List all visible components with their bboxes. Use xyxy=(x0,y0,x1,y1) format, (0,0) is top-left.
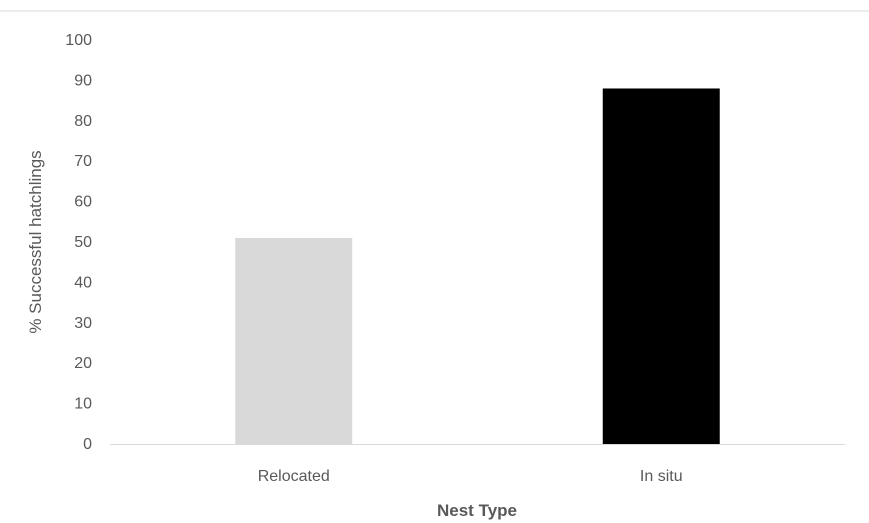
x-axis-tick-labels: Relocated In situ xyxy=(258,468,683,485)
y-tick-label: 10 xyxy=(74,396,92,413)
y-axis-title: % Successful hatchlings xyxy=(26,150,45,333)
y-tick-label: 70 xyxy=(74,153,92,170)
y-axis-ticks: 0 10 20 30 40 50 60 70 80 90 100 xyxy=(65,32,92,453)
bar-relocated xyxy=(235,237,353,444)
y-tick-label: 80 xyxy=(74,113,92,130)
x-axis-title: Nest Type xyxy=(437,501,517,520)
bar-in-situ xyxy=(602,88,720,444)
y-tick-label: 90 xyxy=(74,72,92,89)
y-tick-label: 50 xyxy=(74,234,92,251)
y-tick-label: 0 xyxy=(83,436,92,453)
y-tick-label: 40 xyxy=(74,274,92,291)
bars xyxy=(235,88,720,444)
y-tick-label: 60 xyxy=(74,194,92,211)
y-tick-label: 20 xyxy=(74,355,92,372)
y-tick-label: 100 xyxy=(65,32,92,49)
x-tick-label: Relocated xyxy=(258,468,330,485)
y-tick-label: 30 xyxy=(74,315,92,332)
x-tick-label: In situ xyxy=(640,468,683,485)
